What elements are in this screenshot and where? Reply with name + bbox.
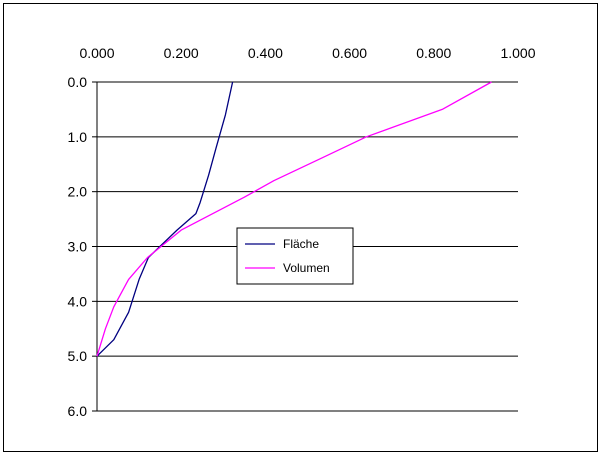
- y-tick-label: 2.0: [68, 184, 88, 200]
- legend-box: [236, 227, 354, 285]
- y-tick-label: 5.0: [68, 348, 88, 364]
- gridlines: [97, 81, 518, 412]
- legend-label-0: Fläche: [283, 237, 319, 251]
- x-tick-label: 0.000: [79, 45, 114, 61]
- x-tick-label: 0.400: [248, 45, 283, 61]
- x-axis-ticks: 0.000 0.200 0.400 0.600 0.800 1.000: [79, 45, 535, 61]
- x-tick-label: 0.600: [332, 45, 367, 61]
- y-tick-label: 6.0: [68, 403, 88, 419]
- x-tick-label: 0.200: [164, 45, 199, 61]
- series-layer: [96, 81, 492, 357]
- x-tick-label: 0.800: [416, 45, 451, 61]
- y-tick-label: 4.0: [68, 293, 88, 309]
- legend: Fläche Volumen: [236, 227, 354, 285]
- y-tick-label: 1.0: [68, 129, 88, 145]
- series-line-0: [96, 81, 234, 357]
- x-tick-label: 1.000: [500, 45, 535, 61]
- y-tick-label: 3.0: [68, 239, 88, 255]
- y-tick-label: 0.0: [68, 74, 88, 90]
- y-axis-ticks: 0.0 1.0 2.0 3.0 4.0 5.0 6.0: [68, 74, 97, 419]
- series-line-1: [96, 81, 492, 357]
- legend-label-1: Volumen: [283, 261, 330, 275]
